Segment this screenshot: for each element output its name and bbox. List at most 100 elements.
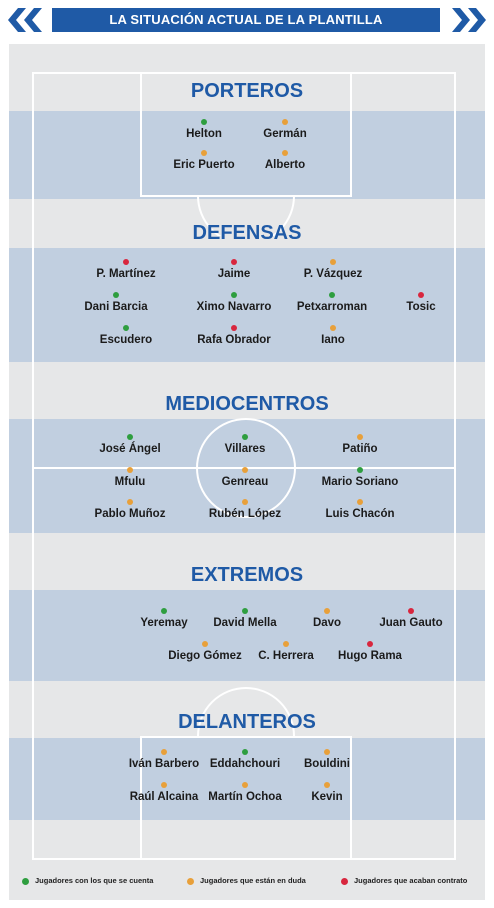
status-dot xyxy=(242,749,248,755)
status-dot xyxy=(113,292,119,298)
player-genreau: Genreau xyxy=(185,467,305,488)
status-dot xyxy=(201,150,207,156)
player-alberto: Alberto xyxy=(225,150,345,171)
player-name: Davo xyxy=(312,617,342,629)
legend-label: Jugadores que acaban contrato xyxy=(354,876,468,885)
player-name: Yeremay xyxy=(140,617,188,629)
status-dot xyxy=(282,150,288,156)
player-ximo-navarro: Ximo Navarro xyxy=(174,292,294,313)
player-name: Rafa Obrador xyxy=(197,334,271,346)
stripe-extremos xyxy=(9,590,485,681)
status-dot xyxy=(187,877,194,885)
status-dot xyxy=(231,325,237,331)
player-pablo-munoz: Pablo Muñoz xyxy=(70,499,190,520)
legend-item-red: Jugadores que acaban contrato xyxy=(341,876,467,885)
penalty-arc-bottom xyxy=(197,687,295,737)
player-name: Kevin xyxy=(311,791,343,803)
player-name: C. Herrera xyxy=(258,650,314,662)
player-kevin: Kevin xyxy=(267,782,387,803)
center-circle xyxy=(196,418,296,518)
status-dot xyxy=(242,608,248,614)
player-name: Escudero xyxy=(99,334,153,346)
section-title-extremos: EXTREMOS xyxy=(190,564,304,586)
status-dot xyxy=(127,467,133,473)
status-dot xyxy=(324,608,330,614)
status-dot xyxy=(242,499,248,505)
status-dot xyxy=(367,641,373,647)
player-name: Tosic xyxy=(406,301,436,313)
section-title-delanteros: DELANTEROS xyxy=(178,711,316,733)
status-dot xyxy=(341,877,348,885)
player-name: Mario Soriano xyxy=(321,476,399,488)
player-name: José Ángel xyxy=(99,443,161,455)
player-c-herrera: C. Herrera xyxy=(226,641,346,662)
status-dot xyxy=(418,292,424,298)
status-dot xyxy=(242,467,248,473)
player-rafa-obrador: Rafa Obrador xyxy=(174,325,294,346)
status-dot xyxy=(231,292,237,298)
player-name: Helton xyxy=(186,128,222,140)
player-name: David Mella xyxy=(213,617,277,629)
player-luis-chacon: Luis Chacón xyxy=(300,499,420,520)
status-dot xyxy=(127,434,133,440)
player-name: Eric Puerto xyxy=(173,159,235,171)
status-dot xyxy=(201,119,207,125)
status-dot xyxy=(161,608,167,614)
player-name: Iano xyxy=(321,334,345,346)
status-dot xyxy=(283,641,289,647)
status-dot xyxy=(330,259,336,265)
stripe-porteros xyxy=(9,111,485,199)
player-raul-alcaina: Raúl Alcaina xyxy=(104,782,224,803)
status-dot xyxy=(324,782,330,788)
section-title-mediocentros: MEDIOCENTROS xyxy=(165,393,329,415)
status-dot xyxy=(329,292,335,298)
legend-item-orange: Jugadores que están en duda xyxy=(187,876,306,885)
legend-item-green: Jugadores con los que se cuenta xyxy=(22,876,153,885)
player-name: Martín Ochoa xyxy=(208,791,282,803)
page-title: LA SITUACIÓN ACTUAL DE LA PLANTILLA xyxy=(109,12,383,27)
player-name: Hugo Rama xyxy=(338,650,402,662)
status-dot xyxy=(357,499,363,505)
player-name: Juan Gauto xyxy=(379,617,443,629)
player-name: Germán xyxy=(263,128,307,140)
status-dot xyxy=(22,877,29,885)
player-ivan-barbero: Iván Barbero xyxy=(104,749,224,770)
player-name: P. Martínez xyxy=(96,268,156,280)
status-dot xyxy=(123,259,129,265)
player-bouldini: Bouldini xyxy=(267,749,387,770)
pitch-outline xyxy=(32,72,456,860)
chevron-left-icon xyxy=(8,8,42,32)
player-diego-gomez: Diego Gómez xyxy=(145,641,265,662)
status-dot xyxy=(242,434,248,440)
player-eric-puerto: Eric Puerto xyxy=(144,150,264,171)
status-dot xyxy=(357,434,363,440)
status-dot xyxy=(324,749,330,755)
status-dot xyxy=(408,608,414,614)
player-mario-soriano: Mario Soriano xyxy=(300,467,420,488)
player-patino: Patiño xyxy=(300,434,420,455)
player-name: Genreau xyxy=(221,476,269,488)
penalty-arc-top xyxy=(197,196,295,236)
player-mfulu: Mfulu xyxy=(70,467,190,488)
player-german: Germán xyxy=(225,119,345,140)
legend-label: Jugadores que están en duda xyxy=(200,876,306,885)
player-davo: Davo xyxy=(267,608,387,629)
player-name: P. Vázquez xyxy=(303,268,363,280)
player-yeremay: Yeremay xyxy=(104,608,224,629)
player-p-vazquez: P. Vázquez xyxy=(273,259,393,280)
section-title-porteros: PORTEROS xyxy=(190,80,304,102)
player-name: Alberto xyxy=(264,159,306,171)
player-tosic: Tosic xyxy=(361,292,481,313)
status-dot xyxy=(282,119,288,125)
status-dot xyxy=(202,641,208,647)
player-ruben-lopez: Rubén López xyxy=(185,499,305,520)
player-name: Raúl Alcaina xyxy=(129,791,199,803)
chevron-right-icon xyxy=(452,8,486,32)
status-dot xyxy=(231,259,237,265)
status-dot xyxy=(123,325,129,331)
player-name: Petxarroman xyxy=(296,301,368,313)
player-name: Villares xyxy=(224,443,266,455)
player-p-martinez: P. Martínez xyxy=(66,259,186,280)
player-juan-gauto: Juan Gauto xyxy=(351,608,471,629)
player-hugo-rama: Hugo Rama xyxy=(310,641,430,662)
